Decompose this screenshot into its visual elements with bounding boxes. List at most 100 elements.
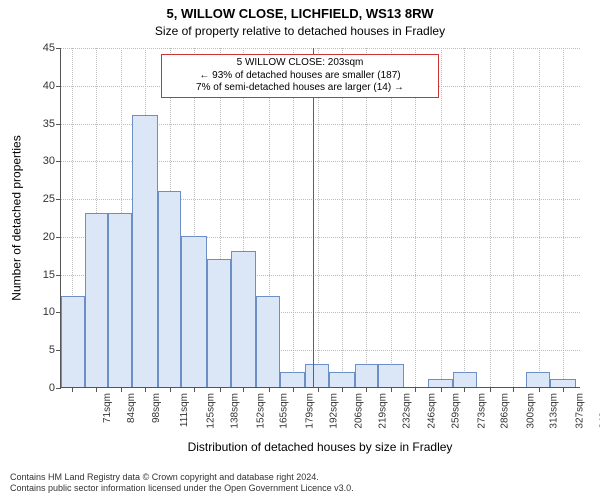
xtick-label: 71sqm (102, 393, 113, 423)
xtick-mark (96, 387, 97, 392)
reference-line (313, 48, 314, 387)
xtick-mark (490, 387, 491, 392)
chart-title-sub: Size of property relative to detached ho… (0, 24, 600, 38)
xtick-label: 286sqm (500, 393, 511, 429)
ytick-mark (56, 388, 61, 389)
xtick-mark (464, 387, 465, 392)
gridline-vertical (318, 48, 319, 387)
xtick-label: 206sqm (354, 393, 365, 429)
histogram-bar (61, 296, 85, 387)
xtick-mark (293, 387, 294, 392)
xtick-label: 165sqm (279, 393, 290, 429)
xtick-mark (441, 387, 442, 392)
histogram-bar (85, 213, 109, 387)
footer-line2: Contains public sector information licen… (10, 483, 590, 494)
xtick-mark (145, 387, 146, 392)
ytick-label: 15 (43, 269, 55, 281)
histogram-bar (256, 296, 280, 387)
annotation-line1: 5 WILLOW CLOSE: 203sqm (166, 57, 434, 70)
histogram-bar (231, 251, 257, 387)
ytick-label: 30 (43, 155, 55, 167)
xtick-mark (220, 387, 221, 392)
xtick-mark (539, 387, 540, 392)
histogram-bar (158, 191, 182, 387)
plot-area: 05101520253035404571sqm84sqm98sqm111sqm1… (60, 48, 580, 388)
histogram-bar (550, 379, 576, 387)
histogram-bar (132, 115, 158, 387)
histogram-bar (453, 372, 477, 387)
histogram-bar (428, 379, 454, 387)
xtick-mark (170, 387, 171, 392)
histogram-bar (305, 364, 329, 387)
gridline-vertical (464, 48, 465, 387)
xtick-label: 179sqm (305, 393, 316, 429)
xtick-label: 219sqm (378, 393, 389, 429)
ytick-mark (56, 124, 61, 125)
xtick-label: 138sqm (230, 393, 241, 429)
xtick-mark (366, 387, 367, 392)
xtick-mark (342, 387, 343, 392)
xtick-label: 246sqm (427, 393, 438, 429)
ytick-label: 40 (43, 80, 55, 92)
xtick-label: 152sqm (255, 393, 266, 429)
ytick-label: 35 (43, 118, 55, 130)
footer-line1: Contains HM Land Registry data © Crown c… (10, 472, 590, 483)
gridline-vertical (391, 48, 392, 387)
gridline-vertical (563, 48, 564, 387)
gridline-vertical (513, 48, 514, 387)
xtick-label: 327sqm (575, 393, 586, 429)
gridline-vertical (539, 48, 540, 387)
ytick-mark (56, 86, 61, 87)
annotation-box: 5 WILLOW CLOSE: 203sqm← 93% of detached … (161, 54, 439, 98)
gridline-vertical (342, 48, 343, 387)
histogram-bar (329, 372, 355, 387)
gridline-vertical (441, 48, 442, 387)
xtick-label: 273sqm (476, 393, 487, 429)
ytick-mark (56, 161, 61, 162)
xtick-label: 111sqm (179, 393, 190, 427)
annotation-line2: ← 93% of detached houses are smaller (18… (166, 70, 434, 83)
xtick-mark (269, 387, 270, 392)
gridline-vertical (415, 48, 416, 387)
histogram-bar (207, 259, 231, 387)
x-axis-label: Distribution of detached houses by size … (60, 440, 580, 454)
xtick-mark (513, 387, 514, 392)
histogram-bar (181, 236, 207, 387)
gridline-horizontal (61, 48, 580, 49)
gridline-vertical (366, 48, 367, 387)
histogram-bar (526, 372, 550, 387)
histogram-bar (355, 364, 379, 387)
xtick-label: 192sqm (328, 393, 339, 429)
ytick-label: 0 (49, 382, 55, 394)
xtick-mark (563, 387, 564, 392)
gridline-vertical (293, 48, 294, 387)
xtick-label: 125sqm (206, 393, 217, 429)
xtick-label: 259sqm (451, 393, 462, 429)
xtick-mark (243, 387, 244, 392)
ytick-label: 45 (43, 42, 55, 54)
histogram-bar (378, 364, 404, 387)
ytick-label: 20 (43, 231, 55, 243)
histogram-bar (280, 372, 306, 387)
histogram-bar (108, 213, 132, 387)
ytick-mark (56, 275, 61, 276)
xtick-label: 84sqm (126, 393, 137, 423)
footer-attribution: Contains HM Land Registry data © Crown c… (10, 472, 590, 494)
xtick-mark (121, 387, 122, 392)
chart-title-main: 5, WILLOW CLOSE, LICHFIELD, WS13 8RW (0, 6, 600, 21)
ytick-mark (56, 237, 61, 238)
xtick-label: 98sqm (151, 393, 162, 423)
xtick-mark (415, 387, 416, 392)
ytick-label: 10 (43, 306, 55, 318)
xtick-mark (391, 387, 392, 392)
xtick-label: 313sqm (549, 393, 560, 429)
gridline-vertical (490, 48, 491, 387)
xtick-mark (318, 387, 319, 392)
xtick-label: 300sqm (525, 393, 536, 429)
ytick-mark (56, 199, 61, 200)
xtick-mark (194, 387, 195, 392)
xtick-label: 232sqm (401, 393, 412, 429)
ytick-label: 25 (43, 193, 55, 205)
annotation-line3: 7% of semi-detached houses are larger (1… (166, 82, 434, 95)
xtick-mark (72, 387, 73, 392)
